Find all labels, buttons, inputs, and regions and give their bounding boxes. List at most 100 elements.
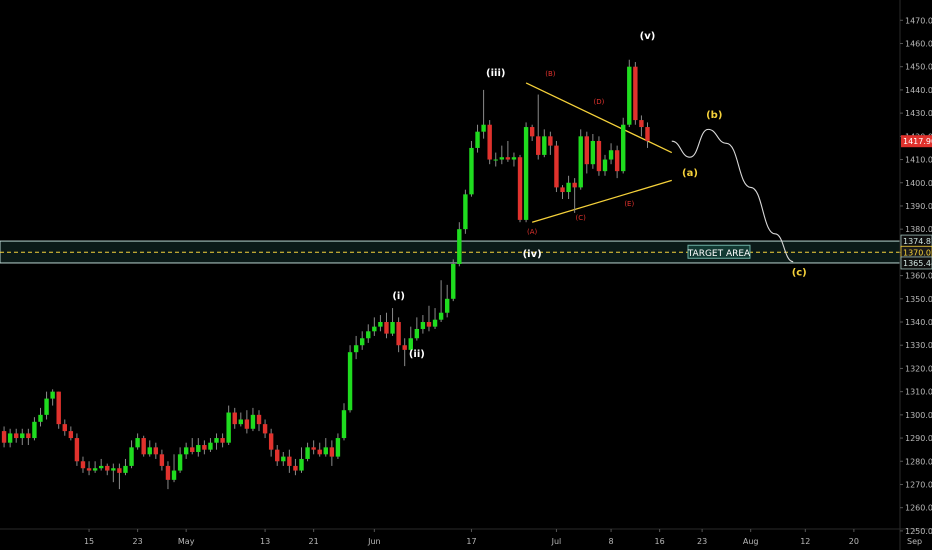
candle-up (7, 433, 13, 443)
candle-up (414, 328, 420, 339)
candle-up (171, 470, 177, 480)
candle-up (111, 468, 116, 471)
candle-down (293, 465, 298, 471)
x-tick-label: 15 (84, 537, 94, 546)
y-tick-label: 1250.00 (905, 527, 932, 536)
x-tick-label: 20 (849, 537, 859, 546)
candle-down (517, 157, 523, 220)
candle-down (26, 433, 31, 439)
x-tick-label: 12 (800, 537, 810, 546)
candle-up (208, 442, 213, 450)
candle-up (44, 398, 49, 415)
candle-up (499, 157, 505, 160)
candle-down (548, 136, 553, 146)
candle-down (633, 66, 638, 121)
candle-down (190, 447, 195, 452)
candle-down (256, 414, 262, 425)
y-tick-label: 1440.00 (905, 86, 932, 95)
candle-up (602, 159, 608, 172)
price-tag-mid-text: 1370.05 (903, 248, 932, 257)
candle-down (159, 454, 165, 466)
wave-labels: (i) (ii) (iii) (iv) (v) (a) (b) (c) (A) (B) (C) (D)… (392, 31, 806, 360)
y-tick-label: 1380.00 (905, 225, 932, 234)
candle-up (323, 447, 328, 455)
candle-up (147, 447, 152, 455)
candle-down (232, 412, 237, 425)
x-tick-label: Jun (367, 537, 381, 546)
wave-label: (iv) (523, 249, 542, 260)
candle-down (505, 157, 511, 160)
price-tag-lower-box (900, 256, 932, 270)
candle-down (275, 449, 280, 462)
candle-up (299, 458, 304, 471)
y-tick-label: 1390.00 (905, 202, 932, 211)
y-axis: 1250.00 1260.00 1270.00 1280.00 1290.00 1300.… (900, 16, 932, 536)
candle-down (402, 345, 407, 350)
y-tick-label: 1460.00 (905, 39, 932, 48)
candle-down (74, 438, 80, 462)
wave-label: (a) (682, 168, 698, 179)
candle-up (608, 150, 614, 160)
y-tick-label: 1360.00 (905, 272, 932, 281)
candle-up (463, 194, 468, 230)
y-tick-label: 1270.00 (905, 480, 932, 489)
candle-down (487, 124, 492, 160)
candle-up (627, 66, 632, 125)
candle-down (329, 447, 335, 457)
candle-up (123, 465, 128, 473)
candle-up (432, 319, 438, 327)
candle-up (347, 352, 353, 411)
x-tick-label: Jul (551, 537, 562, 546)
wave-label: (E) (624, 200, 634, 208)
candle-up (621, 124, 626, 172)
candle-down (62, 424, 67, 432)
candle-up (250, 414, 256, 429)
candle-up (511, 157, 517, 160)
y-tick-label: 1450.00 (905, 63, 932, 72)
candle-down (1, 431, 7, 443)
candle-up (457, 229, 462, 264)
candle-up (281, 456, 286, 462)
wave-label: (v) (640, 31, 656, 42)
wave-label: (ii) (409, 349, 425, 360)
y-tick-label: 1470.00 (905, 16, 932, 25)
candle-up (523, 127, 529, 220)
candle-up (20, 433, 25, 439)
candle-up (226, 412, 231, 443)
candle-down (153, 447, 159, 455)
candle-down (536, 136, 541, 155)
wave-label: (A) (527, 228, 538, 236)
candle-up (92, 468, 98, 471)
x-tick-label: 21 (309, 537, 319, 546)
y-tick-label: 1400.00 (905, 179, 932, 188)
wave-label: (b) (706, 110, 722, 121)
candle-up (129, 447, 134, 466)
x-tick-label: 17 (466, 537, 476, 546)
candle-up (341, 410, 347, 439)
candle-up (420, 322, 426, 329)
candle-down (560, 187, 565, 193)
candles (1, 59, 650, 490)
candle-down (105, 465, 110, 471)
candle-up (390, 322, 395, 334)
candle-up (335, 438, 341, 457)
candle-down (614, 150, 620, 172)
candle-down (426, 322, 432, 327)
y-tick-label: 1320.00 (905, 364, 932, 373)
x-tick-label: 8 (609, 537, 614, 546)
price-tag-lower-text: 1365.44 (903, 259, 932, 268)
wave-label: (D) (594, 98, 605, 106)
candle-up (590, 140, 596, 165)
price-tags: 1374.87 1370.05 1365.44 1417.90 (900, 135, 932, 270)
y-tick-label: 1410.00 (905, 156, 932, 165)
candle-down (639, 120, 644, 128)
candle-up (214, 438, 219, 443)
y-tick-label: 1430.00 (905, 109, 932, 118)
x-tick-label: Aug (743, 537, 759, 546)
y-tick-label: 1340.00 (905, 318, 932, 327)
wave-label: (C) (576, 214, 587, 222)
y-tick-label: 1280.00 (905, 457, 932, 466)
candle-down (554, 145, 559, 188)
candle-down (596, 140, 602, 172)
